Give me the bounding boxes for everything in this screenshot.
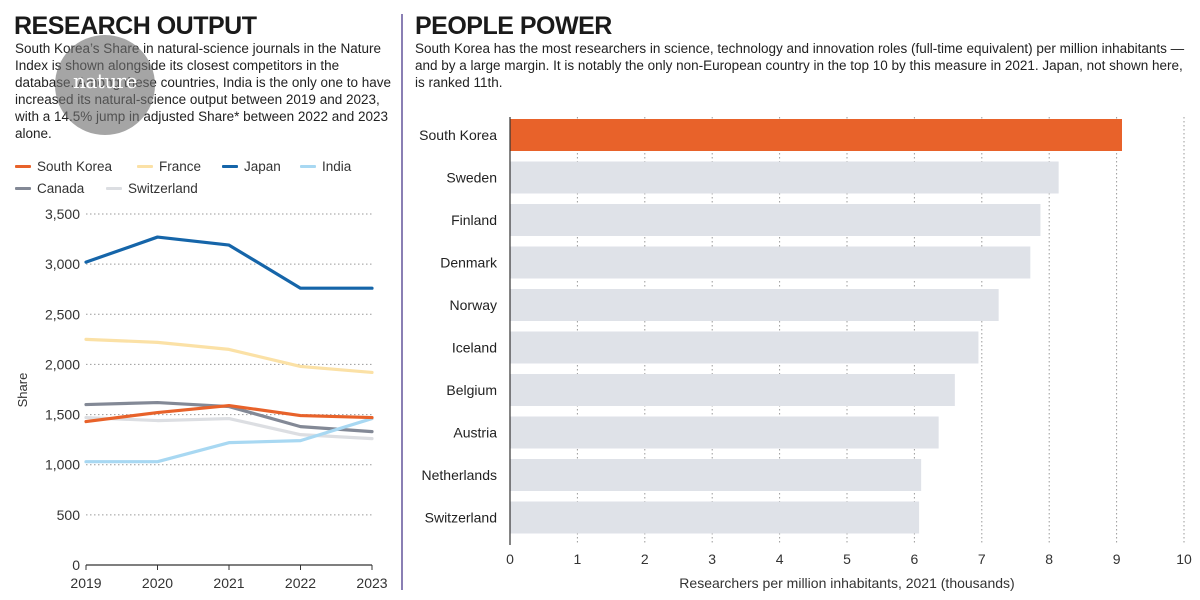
panel-divider [401, 14, 403, 590]
bar-belgium [510, 374, 955, 406]
series-line-switzerland [84, 415, 374, 441]
x-tick-label: 4 [776, 551, 784, 567]
y-tick-label: 0 [72, 557, 80, 573]
legend-label-india: India [322, 159, 352, 174]
left-panel-title: RESEARCH OUTPUT [14, 12, 257, 40]
y-tick-label: 1,500 [45, 407, 80, 423]
x-tick-label: 2 [641, 551, 649, 567]
y-tick-label: 3,500 [45, 206, 80, 222]
x-tick-label: 2021 [213, 575, 244, 591]
legend-swatch-japan [222, 165, 238, 168]
bar-south-korea [510, 119, 1122, 151]
x-tick-label: 7 [978, 551, 986, 567]
y-axis-label: Share [15, 373, 30, 408]
right-panel-description: South Korea has the most researchers in … [415, 41, 1185, 90]
y-tick-label: 2,000 [45, 356, 80, 372]
legend-swatch-india [300, 165, 316, 168]
x-tick-label: 2022 [285, 575, 316, 591]
series-line-france [84, 337, 374, 375]
x-tick-label: 10 [1176, 551, 1192, 567]
legend-label-japan: Japan [244, 159, 281, 174]
x-tick-label: 0 [506, 551, 514, 567]
legend-item-india: India [300, 159, 351, 174]
y-tick-label: 2,500 [45, 306, 80, 322]
bar-finland [510, 204, 1041, 236]
category-label-sweden: Sweden [446, 170, 497, 186]
legend-label-france: France [159, 159, 202, 174]
category-label-norway: Norway [450, 297, 497, 313]
x-tick-label: 9 [1113, 551, 1121, 567]
y-tick-label: 3,000 [45, 256, 80, 272]
x-tick-label: 5 [843, 551, 851, 567]
legend-swatch-france [137, 165, 153, 168]
category-label-south-korea: South Korea [419, 127, 497, 143]
legend-swatch-canada [15, 187, 31, 190]
legend-item-switzerland: Switzerland [106, 181, 198, 196]
x-axis-label: Researchers per million inhabitants, 202… [679, 575, 1014, 591]
category-label-switzerland: Switzerland [425, 510, 497, 526]
x-tick-label: 6 [911, 551, 919, 567]
legend-item-japan: Japan [222, 159, 281, 174]
bar-norway [510, 289, 999, 321]
share-line-chart: 0 500 1,000 1,500 2,000 2,500 3,000 3,500 2019 20… [15, 206, 388, 591]
bar-denmark [510, 246, 1031, 279]
series-line-south-korea [84, 403, 374, 424]
category-label-netherlands: Netherlands [422, 467, 498, 483]
legend-label-south-korea: South Korea [37, 159, 113, 174]
y-tick-label: 1,000 [45, 457, 80, 473]
bar-iceland [510, 331, 979, 364]
category-label-denmark: Denmark [440, 255, 498, 271]
y-tick-label: 500 [57, 507, 81, 523]
series-line-japan [84, 235, 374, 290]
legend-label-canada: Canada [37, 181, 85, 196]
nature-logo-text: nature [72, 69, 138, 93]
x-tick-label: 1 [574, 551, 582, 567]
x-tick-label: 2023 [356, 575, 387, 591]
x-tick-label: 8 [1045, 551, 1053, 567]
x-tick-label: 2020 [142, 575, 173, 591]
x-tick-label: 3 [708, 551, 716, 567]
bar-netherlands [510, 459, 922, 491]
legend-label-switzerland: Switzerland [128, 181, 198, 196]
category-label-finland: Finland [451, 212, 497, 228]
category-label-austria: Austria [453, 425, 497, 441]
right-panel-title: PEOPLE POWER [415, 12, 612, 40]
bar-austria [510, 416, 939, 449]
legend-swatch-switzerland [106, 187, 122, 190]
legend-item-south-korea: South Korea [15, 159, 112, 174]
category-label-iceland: Iceland [452, 340, 497, 356]
x-tick-label: 2019 [70, 575, 101, 591]
series-line-india [84, 416, 374, 464]
legend-item-france: France [137, 159, 201, 174]
legend-item-canada: Canada [15, 181, 84, 196]
nature-logo-badge: nature [55, 35, 155, 135]
legend-swatch-south-korea [15, 165, 31, 168]
category-label-belgium: Belgium [446, 382, 497, 398]
bar-switzerland [510, 501, 920, 534]
bar-sweden [510, 161, 1059, 194]
